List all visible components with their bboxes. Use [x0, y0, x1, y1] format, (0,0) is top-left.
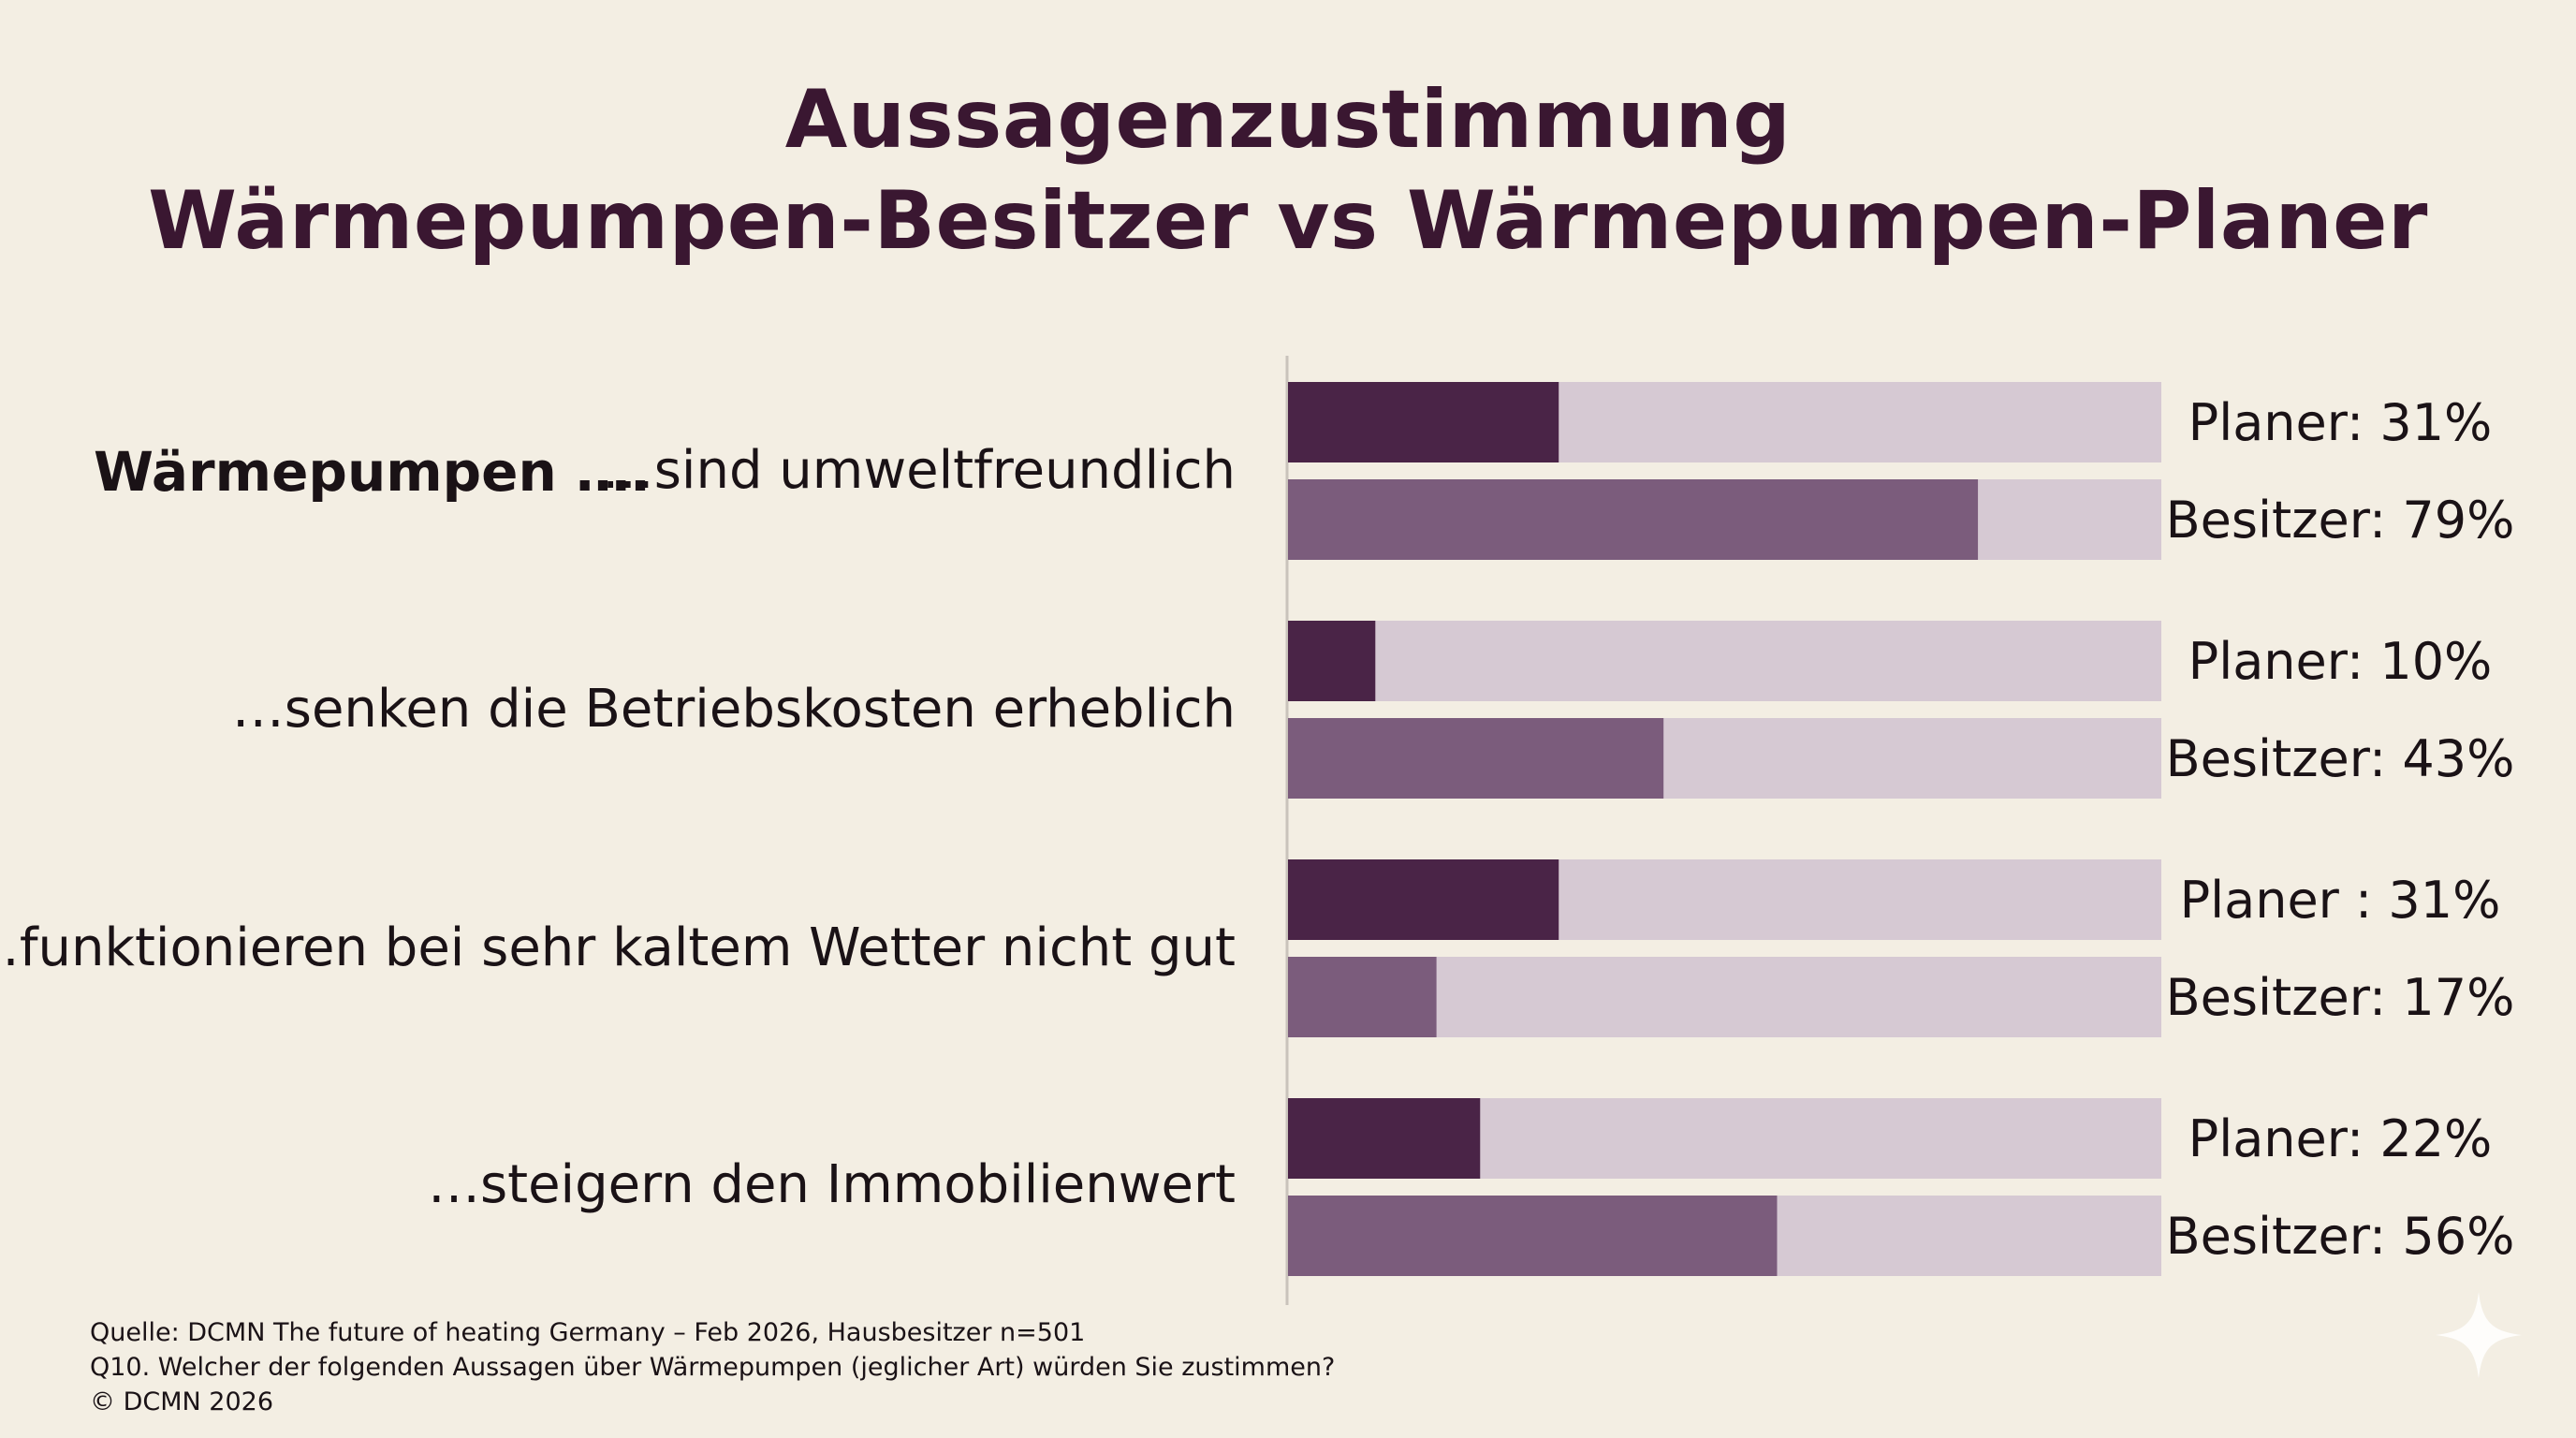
- bar-besitzer: [1288, 479, 1979, 560]
- bar-besitzer: [1288, 1196, 1778, 1276]
- bar-besitzer: [1288, 957, 1437, 1037]
- question-note: Q10. Welcher der folgenden Aussagen über…: [90, 1353, 1336, 1382]
- category-label: …funktionieren bei sehr kaltem Wetter ni…: [0, 917, 1236, 978]
- chart-title-line-1: Aussagenzustimmung: [784, 73, 1792, 167]
- bar-planer: [1288, 621, 1376, 701]
- data-label-besitzer: Besitzer: 43%: [2166, 729, 2515, 788]
- bar-planer: [1288, 1098, 1481, 1179]
- statement-prefix: Wärmepumpen ….: [94, 440, 651, 504]
- bar-track: [1288, 621, 2161, 701]
- category-label: …steigern den Immobilienwert: [427, 1154, 1236, 1215]
- data-label-planer: Planer : 31%: [2180, 871, 2501, 930]
- sparkle-icon: [2436, 1292, 2522, 1378]
- copyright-note: © DCMN 2026: [90, 1387, 274, 1416]
- data-label-planer: Planer: 31%: [2188, 393, 2493, 452]
- bar-planer: [1288, 859, 1559, 940]
- bar-planer: [1288, 382, 1559, 462]
- data-label-planer: Planer: 22%: [2188, 1109, 2493, 1168]
- data-label-besitzer: Besitzer: 17%: [2166, 968, 2515, 1027]
- category-label: …senken die Betriebskosten erheblich: [231, 679, 1236, 740]
- data-label-besitzer: Besitzer: 79%: [2166, 491, 2515, 550]
- footer: Quelle: DCMN The future of heating Germa…: [90, 1315, 1335, 1419]
- source-note: Quelle: DCMN The future of heating Germa…: [90, 1318, 1086, 1347]
- chart-title-line-2: Wärmepumpen-Besitzer vs Wärmepumpen-Plan…: [148, 174, 2428, 268]
- data-label-besitzer: Besitzer: 56%: [2166, 1207, 2515, 1266]
- data-label-planer: Planer: 10%: [2188, 632, 2493, 691]
- category-label: …sind umweltfreundlich: [601, 440, 1236, 501]
- bar-besitzer: [1288, 718, 1664, 799]
